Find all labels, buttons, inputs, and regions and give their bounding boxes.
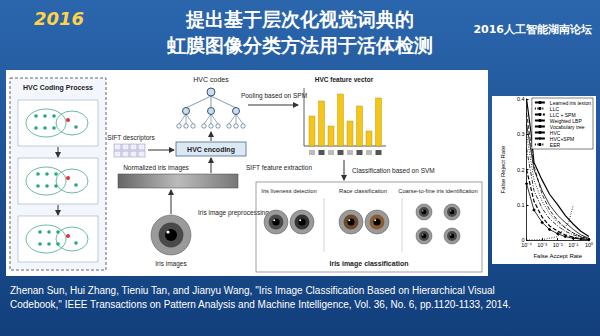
svg-text:HVC encoding: HVC encoding	[187, 146, 235, 154]
svg-text:Iris liveness detection: Iris liveness detection	[261, 188, 316, 194]
svg-text:False Reject Rate: False Reject Rate	[500, 145, 506, 193]
svg-text:LLC: LLC	[549, 105, 560, 112]
svg-text:Normalized iris images: Normalized iris images	[123, 164, 189, 172]
svg-text:SIFT descriptors: SIFT descriptors	[107, 134, 155, 142]
svg-text:Iris image classification: Iris image classification	[330, 260, 409, 268]
html-text:Zhenan Sun, Hui Zhang, Tieniu: Zhenan Sun, Hui Zhang, Tieniu Tan, and J…	[10, 285, 495, 296]
html-text:Codebook," IEEE Transactions o: Codebook," IEEE Transactions on Pattern …	[10, 299, 511, 310]
svg-text:EER: EER	[550, 142, 561, 148]
svg-text:HVC: HVC	[549, 129, 561, 136]
svg-text:Iris image preprocessing: Iris image preprocessing	[198, 209, 269, 217]
svg-text:False Accept Rate: False Accept Rate	[533, 253, 582, 259]
svg-text:Learned iris texton: Learned iris texton	[549, 99, 591, 106]
svg-text:0.2: 0.2	[517, 167, 525, 173]
svg-text:LLC + SPM: LLC + SPM	[549, 111, 576, 118]
svg-text:SIFT feature extraction: SIFT feature extraction	[246, 164, 312, 171]
svg-text:HVC+SPM: HVC+SPM	[549, 135, 575, 142]
html-text:2016人工智能湖南论坛: 2016人工智能湖南论坛	[473, 23, 592, 36]
svg-text:0.1: 0.1	[517, 202, 525, 208]
svg-text:10⁻⁴: 10⁻⁴	[521, 242, 532, 248]
svg-text:Iris images: Iris images	[155, 260, 187, 268]
svg-text:0.3: 0.3	[517, 131, 525, 137]
svg-text:10⁰: 10⁰	[585, 242, 593, 248]
svg-text:HVC Coding Process: HVC Coding Process	[23, 84, 93, 92]
svg-text:HVC feature vector: HVC feature vector	[315, 76, 374, 83]
svg-text:Classification based on SVM: Classification based on SVM	[352, 167, 435, 174]
svg-text:10⁻¹: 10⁻¹	[568, 242, 578, 248]
svg-text:Coarse-to-fine iris identifica: Coarse-to-fine iris identification	[398, 188, 478, 194]
svg-text:HVC codes: HVC codes	[193, 76, 229, 83]
svg-text:0: 0	[521, 237, 525, 244]
svg-text:10⁻³: 10⁻³	[537, 242, 547, 248]
html-text:虹膜图像分类方法用于活体检测: 虹膜图像分类方法用于活体检测	[167, 34, 433, 56]
html-text:2016: 2016	[34, 8, 85, 29]
html-text:提出基于层次化视觉词典的: 提出基于层次化视觉词典的	[186, 8, 414, 30]
svg-text:Vocabulary tree: Vocabulary tree	[549, 123, 585, 130]
svg-text:Weighted LBP: Weighted LBP	[549, 117, 582, 124]
svg-text:10⁻²: 10⁻²	[553, 242, 563, 248]
svg-text:Pooling based on SPM: Pooling based on SPM	[241, 92, 307, 100]
svg-text:0.4: 0.4	[517, 96, 525, 102]
svg-text:Race classification: Race classification	[339, 188, 387, 194]
